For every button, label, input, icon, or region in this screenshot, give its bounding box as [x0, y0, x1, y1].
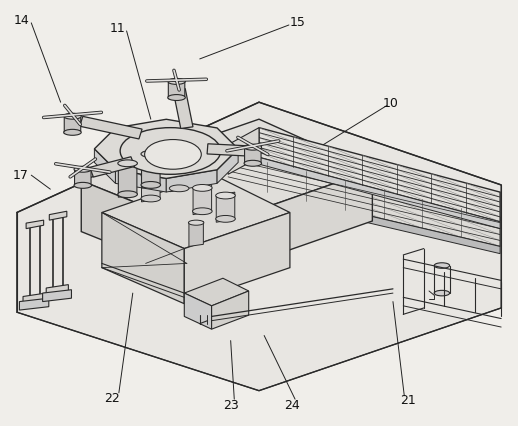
- Text: 14: 14: [14, 14, 30, 27]
- Ellipse shape: [193, 185, 212, 192]
- Polygon shape: [217, 150, 238, 184]
- Polygon shape: [259, 128, 500, 222]
- Polygon shape: [170, 162, 189, 192]
- Ellipse shape: [118, 191, 137, 198]
- Polygon shape: [141, 153, 160, 188]
- Text: 23: 23: [223, 398, 238, 411]
- Polygon shape: [19, 299, 49, 311]
- Ellipse shape: [244, 145, 262, 151]
- Polygon shape: [184, 213, 290, 304]
- Polygon shape: [228, 128, 259, 175]
- Text: 24: 24: [284, 398, 300, 411]
- Polygon shape: [259, 158, 500, 229]
- Polygon shape: [184, 279, 249, 306]
- Ellipse shape: [141, 196, 161, 202]
- Polygon shape: [216, 193, 235, 223]
- Polygon shape: [193, 185, 211, 215]
- Ellipse shape: [74, 183, 92, 189]
- Text: 17: 17: [13, 168, 29, 181]
- Polygon shape: [141, 173, 160, 202]
- Ellipse shape: [141, 182, 161, 189]
- Polygon shape: [244, 147, 261, 165]
- Polygon shape: [203, 171, 372, 281]
- Polygon shape: [64, 115, 81, 134]
- Polygon shape: [102, 213, 184, 304]
- Ellipse shape: [244, 161, 262, 167]
- Ellipse shape: [215, 193, 235, 199]
- Polygon shape: [90, 157, 135, 178]
- Polygon shape: [46, 285, 68, 295]
- Polygon shape: [189, 222, 204, 247]
- Polygon shape: [94, 150, 116, 184]
- Polygon shape: [75, 169, 91, 187]
- Ellipse shape: [189, 221, 204, 226]
- Polygon shape: [17, 103, 501, 391]
- Ellipse shape: [168, 79, 185, 85]
- Polygon shape: [228, 154, 500, 247]
- Polygon shape: [173, 89, 193, 129]
- Ellipse shape: [434, 291, 450, 296]
- Text: 15: 15: [290, 16, 306, 29]
- Polygon shape: [228, 183, 500, 254]
- Ellipse shape: [141, 173, 161, 179]
- Ellipse shape: [145, 140, 202, 170]
- Polygon shape: [42, 290, 71, 302]
- Ellipse shape: [64, 114, 81, 120]
- Ellipse shape: [168, 95, 185, 101]
- Text: 11: 11: [109, 23, 125, 35]
- Polygon shape: [81, 181, 203, 281]
- Ellipse shape: [64, 130, 81, 136]
- Ellipse shape: [169, 162, 189, 169]
- Polygon shape: [207, 144, 249, 157]
- Ellipse shape: [193, 208, 212, 215]
- Polygon shape: [81, 120, 372, 230]
- Ellipse shape: [141, 151, 161, 158]
- Text: 21: 21: [400, 393, 416, 406]
- Ellipse shape: [118, 161, 137, 167]
- Polygon shape: [184, 294, 211, 329]
- Text: 10: 10: [382, 96, 398, 109]
- Polygon shape: [168, 81, 185, 100]
- Polygon shape: [23, 294, 46, 303]
- Polygon shape: [94, 120, 238, 179]
- Ellipse shape: [74, 167, 92, 173]
- Polygon shape: [118, 162, 137, 198]
- Polygon shape: [116, 170, 166, 193]
- Ellipse shape: [120, 128, 221, 175]
- Polygon shape: [49, 212, 67, 221]
- Polygon shape: [26, 221, 44, 229]
- Polygon shape: [80, 117, 142, 140]
- Polygon shape: [102, 175, 290, 249]
- Polygon shape: [211, 291, 249, 329]
- Ellipse shape: [215, 216, 235, 223]
- Text: 22: 22: [104, 391, 120, 403]
- Polygon shape: [166, 170, 217, 193]
- Ellipse shape: [434, 263, 450, 269]
- Ellipse shape: [169, 185, 189, 192]
